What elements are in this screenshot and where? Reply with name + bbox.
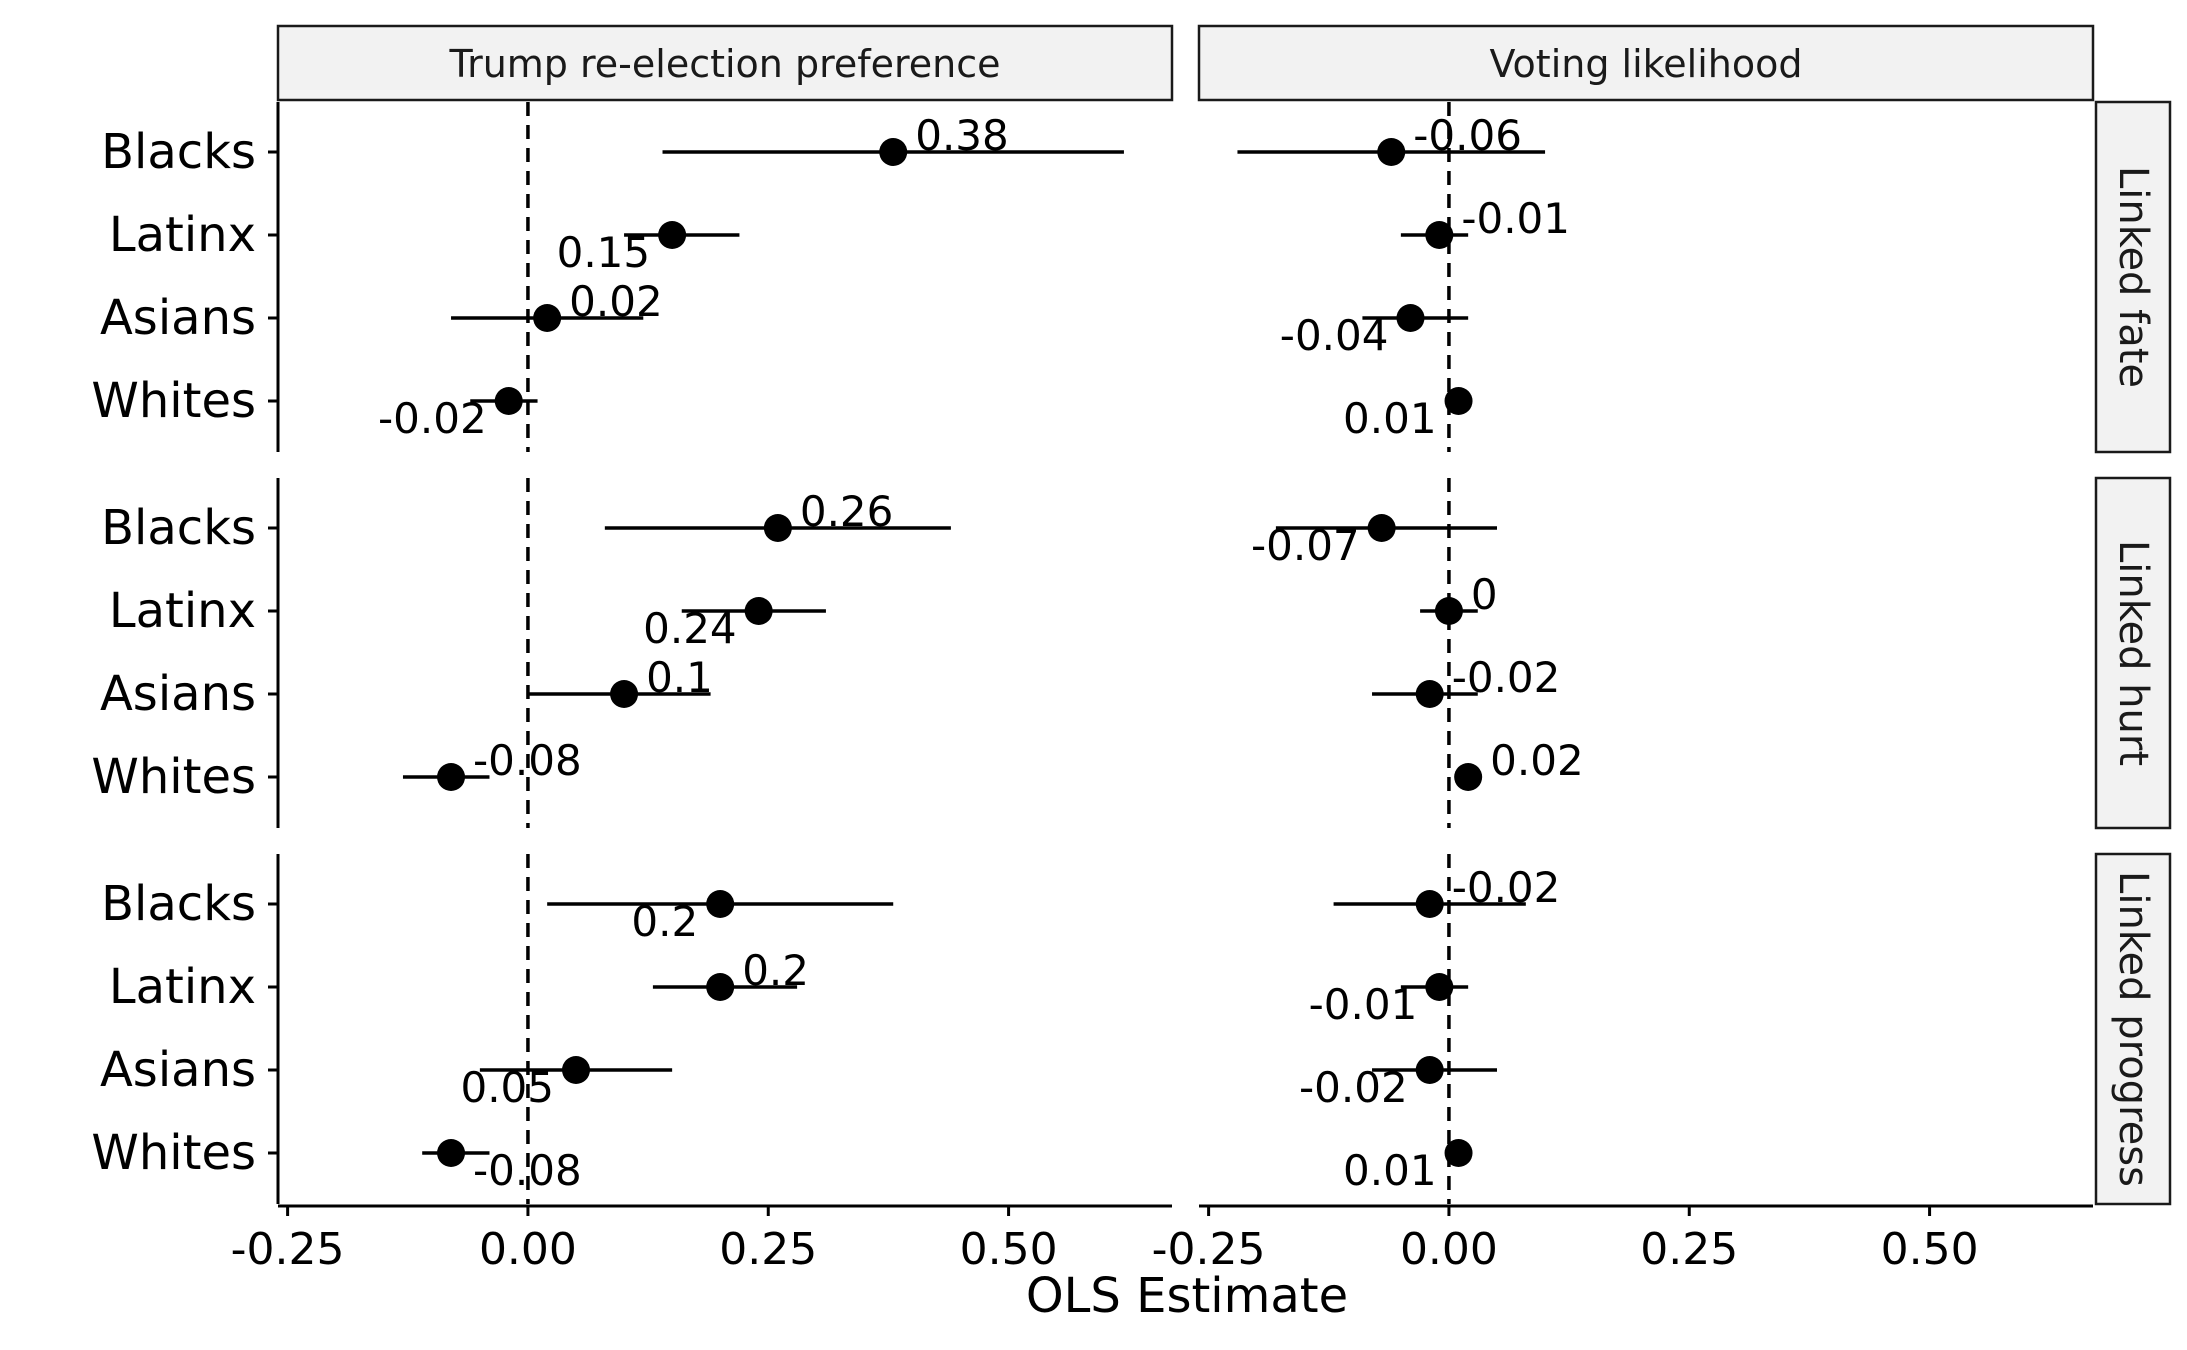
y-tick-label: Latinx [109, 207, 256, 263]
point-estimate [706, 890, 735, 918]
y-tick-label: Latinx [109, 583, 256, 639]
data-label: -0.02 [1452, 863, 1561, 912]
facet-strip-column-label: Voting likelihood [1490, 42, 1803, 86]
data-label: 0.2 [742, 946, 809, 995]
point-estimate [1367, 514, 1396, 542]
x-tick-label: 0.25 [1640, 1224, 1738, 1275]
facet-strip-column [276, 24, 1174, 102]
data-label: 0.05 [460, 1063, 554, 1112]
y-tick-label: Whites [91, 1125, 256, 1181]
point-estimate [1396, 304, 1425, 332]
point-estimate [706, 973, 735, 1001]
y-tick-label: Asians [100, 666, 256, 722]
data-label: 0.15 [557, 228, 651, 277]
y-tick-label: Blacks [101, 876, 256, 932]
point-estimate [763, 514, 792, 542]
data-label: 0.24 [643, 604, 737, 653]
point-estimate [1415, 680, 1444, 708]
data-label: 0.01 [1343, 394, 1437, 443]
data-label: -0.02 [1299, 1063, 1408, 1112]
x-tick-label: -0.25 [231, 1224, 345, 1275]
data-label: -0.01 [1309, 980, 1418, 1029]
y-tick-label: Asians [100, 1042, 256, 1098]
y-tick-label: Blacks [101, 124, 256, 180]
facet-strip-row-label: Linked fate [2110, 166, 2156, 388]
data-label: -0.07 [1251, 521, 1360, 570]
data-label: 0.38 [915, 111, 1009, 160]
data-label: 0.02 [1490, 736, 1584, 785]
facet-strip-row-label: Linked progress [2110, 871, 2156, 1187]
point-estimate [1425, 973, 1454, 1001]
point-estimate [610, 680, 639, 708]
facet-strip-row [2094, 100, 2172, 454]
data-label: 0 [1471, 570, 1498, 619]
data-label: -0.08 [473, 736, 582, 785]
data-label: 0.01 [1343, 1146, 1437, 1195]
point-estimate [1444, 387, 1473, 415]
data-label: 0.2 [631, 897, 698, 946]
x-tick-label: 0.50 [1881, 1224, 1979, 1275]
y-tick-label: Whites [91, 749, 256, 805]
x-tick-label: 0.50 [960, 1224, 1058, 1275]
y-tick-label: Asians [100, 290, 256, 346]
point-estimate [494, 387, 523, 415]
point-estimate [1415, 890, 1444, 918]
x-tick-label: 0.00 [479, 1224, 577, 1275]
data-label: -0.02 [1452, 653, 1561, 702]
y-tick-label: Latinx [109, 959, 256, 1015]
facet-strip-row [2094, 476, 2172, 830]
data-label: 0.1 [646, 653, 713, 702]
point-estimate [1454, 763, 1483, 791]
point-estimate [744, 597, 773, 625]
facet-strip-column-label: Trump re-election preference [448, 42, 1000, 86]
point-estimate [1444, 1139, 1473, 1167]
data-label: -0.06 [1413, 111, 1522, 160]
y-tick-label: Blacks [101, 500, 256, 556]
x-axis-title: OLS Estimate [1026, 1268, 1348, 1324]
facet-strip-column [1197, 24, 2095, 102]
x-tick-label: 0.00 [1400, 1224, 1498, 1275]
point-estimate [437, 763, 466, 791]
data-label: 0.26 [800, 487, 894, 536]
data-label: 0.02 [569, 277, 663, 326]
point-estimate [1425, 221, 1454, 249]
data-label: -0.04 [1280, 311, 1389, 360]
point-estimate [437, 1139, 466, 1167]
point-estimate [658, 221, 687, 249]
x-tick-label: 0.25 [719, 1224, 817, 1275]
x-tick-label: -0.25 [1152, 1224, 1266, 1275]
point-estimate [533, 304, 562, 332]
point-estimate [1434, 597, 1463, 625]
data-label: -0.08 [473, 1146, 582, 1195]
facet-strip-row-label: Linked hurt [2110, 540, 2156, 766]
data-label: -0.01 [1461, 194, 1570, 243]
y-tick-label: Whites [91, 373, 256, 429]
point-estimate [879, 138, 908, 166]
point-estimate [562, 1056, 590, 1084]
data-label: -0.02 [378, 394, 487, 443]
facet-strip-row [2094, 852, 2172, 1206]
point-estimate [1377, 138, 1406, 166]
point-estimate [1415, 1056, 1444, 1084]
